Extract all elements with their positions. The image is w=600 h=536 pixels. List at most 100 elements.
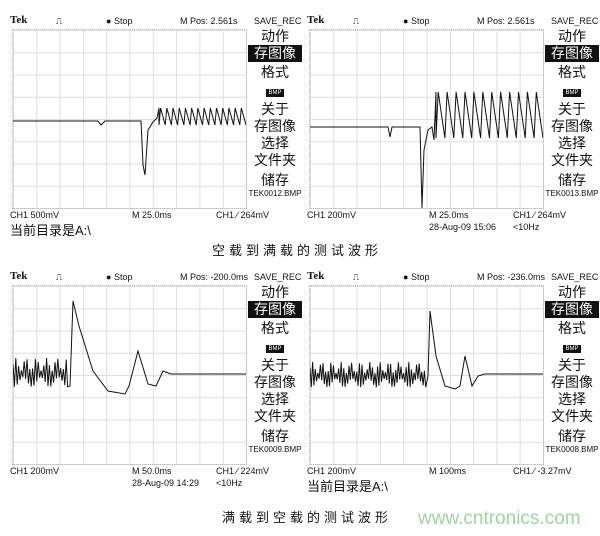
menu-about-value[interactable]: 存图像 <box>551 374 593 390</box>
oscilloscope-screen: Tek ⎍ ● Stop M Pos: -236.0ms SAVE_REC 动作… <box>305 270 599 494</box>
oscilloscope-screen: Tek ⎍ ● Stop M Pos: 2.561s SAVE_REC 动作 存… <box>8 14 302 238</box>
menu-format-label: 格式 <box>558 320 586 336</box>
caption-no-load-to-full-load: 空载到满载的测试波形 <box>212 243 383 258</box>
waveform-trace <box>13 107 246 176</box>
menu-format-value[interactable]: BMP <box>563 89 581 97</box>
menu-save-label[interactable]: 储存 <box>261 428 289 444</box>
menu-action-label: 动作 <box>558 28 586 44</box>
menu-format-value[interactable]: BMP <box>266 345 284 353</box>
date-time: 28-Aug-09 15:06 <box>429 222 497 232</box>
menu-select-value[interactable]: 文件夹 <box>551 408 593 424</box>
menu-save-label[interactable]: 储存 <box>558 428 586 444</box>
trigger-level: CH1 ∕ -3.27mV <box>513 466 572 476</box>
waveform-trace <box>13 300 246 395</box>
caption-full-load-to-no-load: 满载到空载的测试波形 <box>222 510 393 525</box>
menu-about-value[interactable]: 存图像 <box>254 118 296 134</box>
menu-about-value[interactable]: 存图像 <box>254 374 296 390</box>
menu-select-value[interactable]: 文件夹 <box>254 152 296 168</box>
channel-scale: CH1 500mV <box>10 210 60 220</box>
trigger-frequency: <10Hz <box>216 478 243 488</box>
waveform-graticule <box>12 285 247 465</box>
menu-action-label: 动作 <box>261 284 289 300</box>
menu-action-label: 动作 <box>558 284 586 300</box>
menu-select-label[interactable]: 选择 <box>261 135 289 151</box>
waveform-trace <box>310 310 543 390</box>
menu-format-value[interactable]: BMP <box>266 89 284 97</box>
horizontal-position: M Pos: 2.561s <box>477 16 535 26</box>
save-menu: 动作 存图像 格式 BMP 关于 存图像 选择 文件夹 储存 TEK0008.B… <box>545 284 599 455</box>
menu-save-file: TEK0013.BMP <box>545 189 599 198</box>
pulse-icon: ⎍ <box>56 16 63 26</box>
channel-scale: CH1 200mV <box>10 466 60 476</box>
waveform-graticule <box>12 29 247 209</box>
menu-select-label[interactable]: 选择 <box>261 391 289 407</box>
trigger-level: CH1 ∕ 264mV <box>513 210 567 220</box>
menu-save-label[interactable]: 储存 <box>558 172 586 188</box>
menu-about-label[interactable]: 关于 <box>558 357 586 373</box>
menu-select-label[interactable]: 选择 <box>558 135 586 151</box>
status-bar: Tek ⎍ ● Stop M Pos: -200.0ms SAVE_REC <box>8 270 302 284</box>
timebase: M 25.0ms <box>429 210 469 220</box>
watermark: www.cntronics.com <box>418 508 581 529</box>
menu-action-value[interactable]: 存图像 <box>545 45 599 62</box>
menu-select-value[interactable]: 文件夹 <box>254 408 296 424</box>
waveform-graticule <box>309 285 544 465</box>
menu-save-file: TEK0009.BMP <box>248 445 302 454</box>
brand-logo: Tek <box>10 14 28 26</box>
horizontal-position: M Pos: -200.0ms <box>180 272 249 282</box>
pulse-icon: ⎍ <box>353 16 360 26</box>
menu-format-label: 格式 <box>261 320 289 336</box>
timebase: M 25.0ms <box>132 210 172 220</box>
menu-save-file: TEK0012.BMP <box>248 189 302 198</box>
save-menu: 动作 存图像 格式 BMP 关于 存图像 选择 文件夹 储存 TEK0013.B… <box>545 28 599 199</box>
status-bar: Tek ⎍ ● Stop M Pos: -236.0ms SAVE_REC <box>305 270 599 284</box>
menu-title: SAVE_REC <box>254 272 302 282</box>
current-directory: 当前目录是A:\ <box>307 479 388 494</box>
status-bar: Tek ⎍ ● Stop M Pos: 2.561s SAVE_REC <box>8 14 302 28</box>
menu-about-label[interactable]: 关于 <box>261 101 289 117</box>
menu-format-label: 格式 <box>261 64 289 80</box>
brand-logo: Tek <box>10 270 28 282</box>
menu-title: SAVE_REC <box>254 16 302 26</box>
brand-logo: Tek <box>307 270 325 282</box>
menu-select-value[interactable]: 文件夹 <box>551 152 593 168</box>
menu-save-file: TEK0008.BMP <box>545 445 599 454</box>
oscilloscope-screen: Tek ⎍ ● Stop M Pos: 2.561s SAVE_REC 动作 存… <box>305 14 599 232</box>
date-time: 28-Aug-09 14:29 <box>132 478 200 488</box>
acquisition-state: ● Stop <box>403 16 430 26</box>
waveform-trace <box>310 91 543 208</box>
menu-format-label: 格式 <box>558 64 586 80</box>
pulse-icon: ⎍ <box>353 272 360 282</box>
timebase: M 100ms <box>429 466 467 476</box>
current-directory: 当前目录是A:\ <box>10 223 91 238</box>
menu-title: SAVE_REC <box>551 272 599 282</box>
channel-scale: CH1 200mV <box>307 466 357 476</box>
horizontal-position: M Pos: 2.561s <box>180 16 238 26</box>
trigger-level: CH1 ∕ 224mV <box>216 466 270 476</box>
menu-action-label: 动作 <box>261 28 289 44</box>
horizontal-position: M Pos: -236.0ms <box>477 272 546 282</box>
brand-logo: Tek <box>307 14 325 26</box>
menu-about-label[interactable]: 关于 <box>558 101 586 117</box>
menu-title: SAVE_REC <box>551 16 599 26</box>
waveform-graticule <box>309 29 544 209</box>
trigger-level: CH1 ∕ 264mV <box>216 210 270 220</box>
trigger-frequency: <10Hz <box>513 222 540 232</box>
timebase: M 50.0ms <box>132 466 172 476</box>
acquisition-state: ● Stop <box>106 272 133 282</box>
menu-action-value[interactable]: 存图像 <box>248 45 302 62</box>
oscilloscope-screen: Tek ⎍ ● Stop M Pos: -200.0ms SAVE_REC 动作… <box>8 270 302 488</box>
acquisition-state: ● Stop <box>106 16 133 26</box>
channel-scale: CH1 200mV <box>307 210 357 220</box>
status-bar: Tek ⎍ ● Stop M Pos: 2.561s SAVE_REC <box>305 14 599 28</box>
menu-action-value[interactable]: 存图像 <box>248 301 302 318</box>
menu-action-value[interactable]: 存图像 <box>545 301 599 318</box>
save-menu: 动作 存图像 格式 BMP 关于 存图像 选择 文件夹 储存 TEK0009.B… <box>248 284 302 455</box>
menu-format-value[interactable]: BMP <box>563 345 581 353</box>
menu-select-label[interactable]: 选择 <box>558 391 586 407</box>
save-menu: 动作 存图像 格式 BMP 关于 存图像 选择 文件夹 储存 TEK0012.B… <box>248 28 302 199</box>
menu-save-label[interactable]: 储存 <box>261 172 289 188</box>
menu-about-value[interactable]: 存图像 <box>551 118 593 134</box>
menu-about-label[interactable]: 关于 <box>261 357 289 373</box>
pulse-icon: ⎍ <box>56 272 63 282</box>
